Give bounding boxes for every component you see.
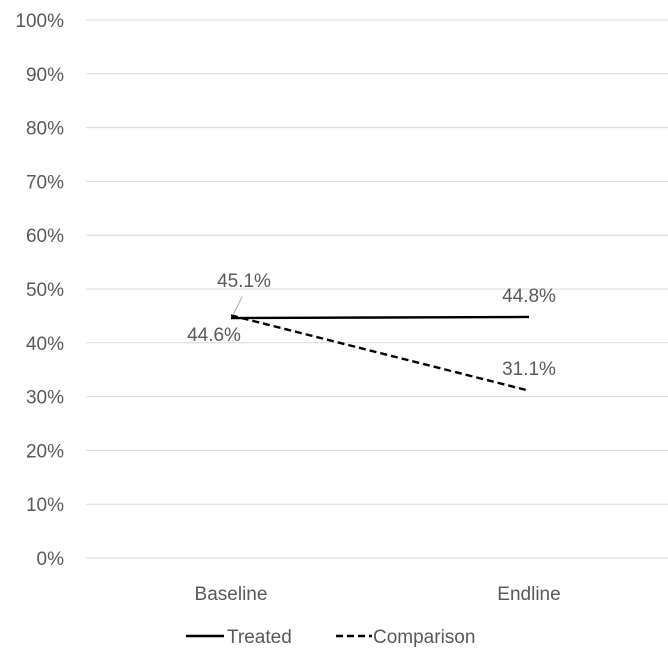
legend-label-treated: Treated bbox=[227, 627, 292, 648]
data-label-treated-baseline: 44.6% bbox=[187, 325, 241, 346]
data-labels: 45.1% 44.6% 44.8% 31.1% bbox=[187, 271, 556, 380]
data-label-treated-endline: 44.8% bbox=[502, 286, 556, 307]
y-tick-label: 70% bbox=[26, 172, 64, 193]
data-label-comparison-endline: 31.1% bbox=[502, 359, 556, 380]
y-tick-label: 90% bbox=[26, 65, 64, 86]
gridlines bbox=[86, 19, 668, 559]
series-lines bbox=[230, 314, 530, 392]
series-line-treated bbox=[230, 315, 530, 320]
legend-label-comparison: Comparison bbox=[373, 627, 475, 648]
x-tick-label: Baseline bbox=[195, 584, 268, 605]
y-axis-ticks: 0% 10% 20% 30% 40% 50% 60% 70% 80% 90% 100% bbox=[15, 11, 64, 570]
x-tick-label: Endline bbox=[497, 584, 560, 605]
legend: Treated Comparison bbox=[186, 627, 475, 648]
y-tick-label: 0% bbox=[37, 549, 65, 570]
y-tick-label: 60% bbox=[26, 226, 64, 247]
x-axis-ticks: Baseline Endline bbox=[195, 584, 561, 605]
y-tick-label: 100% bbox=[15, 11, 64, 32]
y-tick-label: 50% bbox=[26, 280, 64, 301]
data-label-comparison-baseline: 45.1% bbox=[217, 271, 271, 292]
y-tick-label: 10% bbox=[26, 495, 64, 516]
y-tick-label: 20% bbox=[26, 441, 64, 462]
y-tick-label: 80% bbox=[26, 119, 64, 140]
label-leader-line bbox=[232, 296, 243, 316]
series-line-comparison bbox=[230, 314, 530, 392]
y-tick-label: 30% bbox=[26, 388, 64, 409]
y-tick-label: 40% bbox=[26, 334, 64, 355]
